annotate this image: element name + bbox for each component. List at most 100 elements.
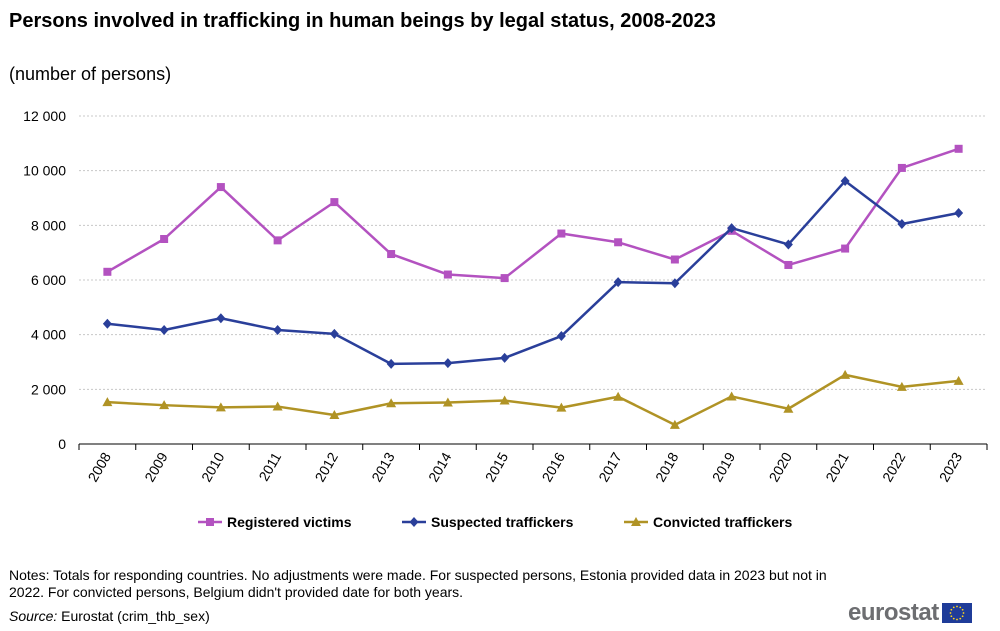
legend-marker <box>206 518 214 526</box>
series-group <box>102 144 964 429</box>
flag-star <box>962 612 965 614</box>
flag-star <box>955 618 958 621</box>
x-tick-label: 2019 <box>709 449 739 484</box>
data-point <box>216 313 226 324</box>
series-1 <box>102 176 964 369</box>
series-line <box>107 179 959 366</box>
x-tick-label: 2017 <box>595 449 625 484</box>
data-point <box>897 218 907 229</box>
data-point <box>670 255 679 264</box>
data-point <box>954 208 964 219</box>
data-point <box>103 267 112 276</box>
data-point <box>386 358 396 369</box>
flag-star <box>959 606 961 609</box>
x-tick-label: 2012 <box>312 449 342 484</box>
flag-star <box>952 606 955 609</box>
x-tick-label: 2013 <box>368 449 398 484</box>
data-point <box>386 398 397 408</box>
legend-item: Suspected traffickers <box>402 514 574 530</box>
data-point <box>102 397 113 407</box>
data-point <box>500 352 510 363</box>
flag-star <box>955 605 958 608</box>
x-tick-label: 2015 <box>482 449 512 484</box>
data-point <box>556 331 566 342</box>
series-line <box>106 147 960 280</box>
gridlines <box>79 115 987 390</box>
legend-label: Registered victims <box>227 514 352 530</box>
data-point <box>443 358 453 369</box>
data-point <box>613 277 623 288</box>
eu-flag-icon <box>941 603 972 623</box>
chart-subtitle: (number of persons) <box>9 64 172 84</box>
data-point <box>783 239 793 250</box>
series-line <box>107 373 959 427</box>
x-tick-label: 2011 <box>255 449 284 483</box>
x-tick-label: 2009 <box>141 449 171 484</box>
x-tick-label: 2023 <box>936 449 966 484</box>
series-0 <box>103 144 963 283</box>
x-tick-label: 2021 <box>822 449 852 484</box>
legend-label: Suspected traffickers <box>431 514 574 530</box>
data-point <box>160 235 169 243</box>
x-tick-label: 2016 <box>539 449 569 484</box>
data-point <box>783 403 794 413</box>
x-axis-tick-labels: 2008 2009 2010 2011 2012 2013 2014 2015 2016 2017… <box>85 449 966 484</box>
source-text: Eurostat (crim_thb_sex) <box>57 608 210 624</box>
x-tick-label: 2022 <box>879 449 909 484</box>
y-tick-label: 0 <box>58 436 66 452</box>
data-point <box>159 325 169 336</box>
data-point <box>387 250 396 259</box>
data-point <box>726 391 737 401</box>
data-point <box>670 278 680 289</box>
data-point <box>841 244 850 253</box>
chart-source: Source: Eurostat (crim_thb_sex) <box>9 608 210 624</box>
data-point <box>329 410 340 420</box>
data-point <box>330 198 339 207</box>
axes <box>78 443 988 450</box>
data-point <box>215 402 226 412</box>
data-point <box>669 419 680 429</box>
data-point <box>897 163 906 172</box>
y-tick-label: 2 000 <box>31 381 66 397</box>
y-tick-label: 6 000 <box>31 272 66 288</box>
flag-star <box>950 608 952 611</box>
flag-star <box>949 612 952 614</box>
data-point <box>329 328 339 339</box>
data-point <box>273 236 282 245</box>
legend-marker <box>409 517 419 527</box>
y-tick-label: 10 000 <box>23 163 66 179</box>
data-point <box>102 318 112 329</box>
flag-star <box>952 617 955 620</box>
legend-item: Registered victims <box>198 514 352 530</box>
data-point <box>613 391 624 401</box>
data-point <box>784 260 793 269</box>
data-point <box>840 176 850 187</box>
legend-item: Convicted traffickers <box>624 514 792 530</box>
data-point <box>272 401 283 411</box>
data-point <box>442 397 453 407</box>
data-point <box>273 325 283 336</box>
data-point <box>953 375 964 385</box>
y-tick-label: 12 000 <box>23 108 66 124</box>
chart-notes: Notes: Totals for responding countries. … <box>9 567 827 600</box>
data-point <box>896 381 907 391</box>
y-tick-label: 8 000 <box>31 217 66 233</box>
data-point <box>500 274 509 283</box>
data-point <box>159 400 170 410</box>
series-2 <box>102 369 964 429</box>
x-tick-label: 2018 <box>652 449 682 484</box>
flag-star <box>959 617 961 620</box>
data-point <box>443 270 452 279</box>
flag-star <box>950 615 952 618</box>
legend: Registered victims Suspected traffickers C… <box>198 514 792 530</box>
data-point <box>614 238 623 247</box>
x-tick-label: 2008 <box>85 449 115 484</box>
data-point <box>557 229 566 238</box>
data-point <box>216 183 225 192</box>
flag-star <box>961 615 964 618</box>
x-tick-label: 2020 <box>766 449 796 484</box>
legend-label: Convicted traffickers <box>653 514 792 530</box>
data-point <box>556 402 567 412</box>
x-tick-label: 2014 <box>425 449 455 484</box>
